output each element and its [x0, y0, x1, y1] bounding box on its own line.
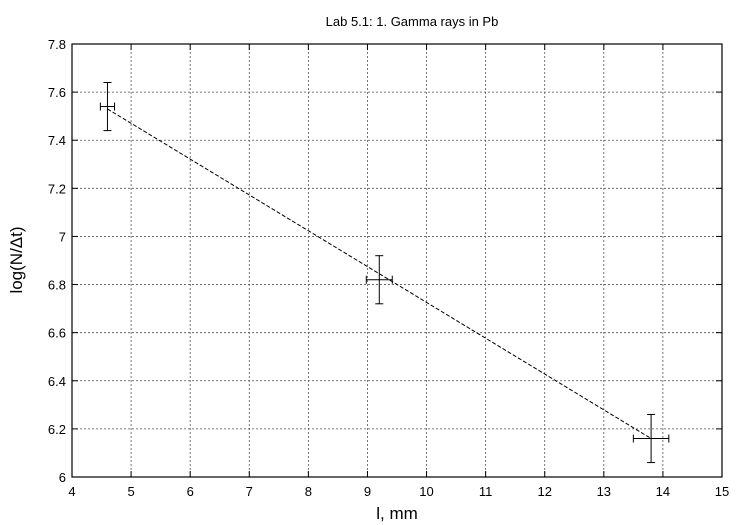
- data-points: [99, 81, 670, 464]
- y-tick-label: 7: [59, 229, 66, 244]
- x-tick-label: 12: [537, 484, 551, 499]
- x-tick-label: 7: [246, 484, 253, 499]
- grid: [72, 44, 722, 477]
- x-tick-label: 5: [127, 484, 134, 499]
- x-tick-label: 6: [187, 484, 194, 499]
- y-tick-label: 7.2: [48, 181, 66, 196]
- axis-ticks: 4 5 6 7 8 9 10 11 12 13 14 15 6 6.2 6.4 6.6 6.8 7 7.2 7.4 7.…: [48, 37, 729, 499]
- y-tick-label: 7.4: [48, 133, 66, 148]
- x-tick-label: 15: [715, 484, 729, 499]
- fit-line-group: [107, 108, 652, 439]
- y-tick-label: 6.2: [48, 422, 66, 437]
- x-tick-label: 4: [68, 484, 75, 499]
- fit-line: [107, 108, 652, 439]
- data-point: [99, 81, 116, 132]
- x-tick-label: 13: [597, 484, 611, 499]
- x-axis-label: l, mm: [376, 504, 418, 523]
- x-tick-label: 8: [305, 484, 312, 499]
- data-point: [632, 413, 670, 464]
- y-tick-label: 7.8: [48, 37, 66, 52]
- y-axis-label: log(N/Δt): [7, 226, 26, 293]
- x-tick-label: 11: [479, 484, 493, 499]
- x-tick-label: 14: [656, 484, 670, 499]
- y-tick-label: 7.6: [48, 85, 66, 100]
- y-tick-label: 6: [59, 470, 66, 485]
- data-point: [365, 255, 393, 305]
- x-tick-label: 9: [364, 484, 371, 499]
- y-tick-label: 6.8: [48, 278, 66, 293]
- plot-frame: [71, 43, 723, 478]
- x-tick-label: 10: [419, 484, 433, 499]
- y-tick-label: 6.4: [48, 374, 66, 389]
- chart-title: Lab 5.1: 1. Gamma rays in Pb: [326, 14, 499, 29]
- y-tick-label: 6.6: [48, 326, 66, 341]
